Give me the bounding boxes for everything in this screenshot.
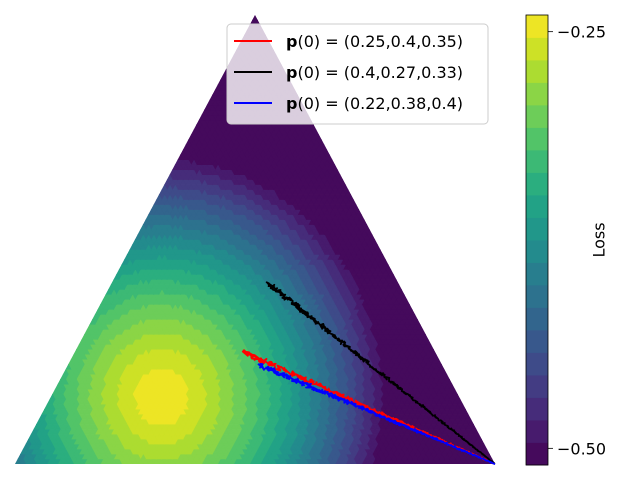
colorbar-band (526, 217, 548, 241)
colorbar-band (526, 352, 548, 376)
colorbar-band (526, 15, 548, 38)
colorbar-band (526, 397, 548, 421)
colorbar-band (526, 285, 548, 308)
colorbar-band (526, 105, 548, 128)
colorbar-band (526, 37, 548, 61)
colorbar-band (526, 82, 548, 106)
colorbar-band (526, 442, 548, 466)
legend-label-0-bold: p (286, 32, 297, 51)
colorbar: −0.25 −0.50 Loss (525, 14, 609, 466)
legend-label-0: (0) = (0.25,0.4,0.35) (297, 32, 463, 51)
colorbar-ticks: −0.25 −0.50 (548, 23, 606, 458)
colorbar-band (526, 195, 548, 218)
colorbar-band (526, 60, 548, 83)
colorbar-band (526, 420, 548, 443)
legend-frame (226, 23, 489, 125)
colorbar-tick-label: −0.25 (557, 23, 606, 42)
colorbar-label: Loss (590, 222, 609, 257)
colorbar-band (526, 262, 548, 286)
legend-entry-0: p(0) = (0.25,0.4,0.35) (234, 32, 463, 51)
colorbar-band (526, 240, 548, 263)
colorbar-band (526, 172, 548, 196)
legend-entry-2: p(0) = (0.22,0.38,0.4) (234, 94, 463, 113)
colorbar-tick-label: −0.50 (557, 439, 606, 458)
legend-entry-1: p(0) = (0.4,0.27,0.33) (234, 63, 463, 82)
legend-label-1-bold: p (286, 63, 297, 82)
colorbar-band (526, 330, 548, 353)
colorbar-band (526, 375, 548, 398)
legend: p(0) = (0.25,0.4,0.35) p(0) = (0.4,0.27,… (226, 23, 489, 125)
colorbar-bands (526, 15, 548, 466)
trajectories (241, 281, 496, 465)
trajectory-2 (257, 362, 496, 465)
colorbar-band (526, 150, 548, 173)
colorbar-band (526, 307, 548, 331)
colorbar-band (526, 127, 548, 151)
legend-label-2-bold: p (286, 94, 297, 113)
legend-label-2: (0) = (0.22,0.38,0.4) (297, 94, 463, 113)
legend-label-1: (0) = (0.4,0.27,0.33) (297, 63, 463, 82)
trajectory-1 (265, 281, 496, 465)
colorbar-frame (525, 14, 549, 466)
